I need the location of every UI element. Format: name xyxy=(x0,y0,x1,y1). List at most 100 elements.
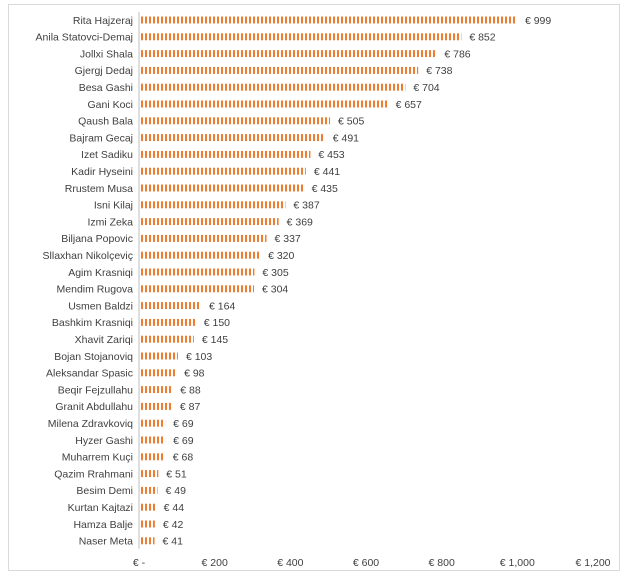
data-label: € 68 xyxy=(173,452,194,464)
category-label: Kurtan Kajtazi xyxy=(68,502,133,514)
category-labels: Rita Hajzeraj Anila Statovci-Demaj Jollxi … xyxy=(36,15,134,548)
data-label: € 999 xyxy=(525,15,551,27)
bar xyxy=(140,66,419,74)
bar xyxy=(140,386,173,394)
data-label: € 852 xyxy=(469,32,495,44)
data-label: € 337 xyxy=(274,233,300,245)
bar xyxy=(140,520,155,528)
x-tick-label: € 200 xyxy=(202,557,228,569)
category-label: Isni Kilaj xyxy=(94,200,133,212)
category-label: Anila Statovci-Demaj xyxy=(36,32,133,44)
bar xyxy=(140,369,177,377)
bar xyxy=(140,83,406,91)
data-label: € 42 xyxy=(163,519,184,531)
x-tick-label: € - xyxy=(133,557,146,569)
bar xyxy=(140,436,166,444)
bar xyxy=(140,167,306,175)
category-label: Izmi Zeka xyxy=(87,216,133,228)
bar xyxy=(140,134,325,142)
bar xyxy=(140,117,331,125)
bar xyxy=(140,218,279,226)
category-label: Beqir Fejzullahu xyxy=(58,384,133,396)
bar xyxy=(140,268,255,276)
bar xyxy=(140,234,267,242)
data-label: € 387 xyxy=(293,200,319,212)
category-label: Qazim Rrahmani xyxy=(54,468,133,480)
bar xyxy=(140,33,462,41)
category-label: Jollxi Shala xyxy=(80,48,133,60)
data-label: € 41 xyxy=(163,536,184,548)
x-tick-labels: € - € 200 € 400 € 600 € 800 € 1,000 € 1,200 xyxy=(133,557,611,569)
bar xyxy=(140,453,165,461)
data-label: € 103 xyxy=(186,351,212,363)
category-label: Rita Hajzeraj xyxy=(73,15,133,27)
x-tick-label: € 800 xyxy=(429,557,455,569)
category-label: Aleksandar Spasic xyxy=(46,368,133,380)
data-label: € 786 xyxy=(444,48,470,60)
category-label: Hyzer Gashi xyxy=(75,435,133,447)
data-label: € 49 xyxy=(166,485,187,497)
bar xyxy=(140,50,437,58)
bar xyxy=(140,470,159,478)
x-tick-label: € 400 xyxy=(277,557,303,569)
category-label: Xhavit Zariqi xyxy=(75,334,133,346)
data-label: € 88 xyxy=(180,384,201,396)
data-label: € 98 xyxy=(184,368,205,380)
category-label: Besa Gashi xyxy=(79,82,133,94)
bar xyxy=(140,251,261,259)
bar xyxy=(140,285,255,293)
data-label: € 505 xyxy=(338,116,364,128)
bars-group xyxy=(140,16,517,545)
data-label: € 164 xyxy=(209,300,235,312)
bar xyxy=(140,100,388,108)
bar xyxy=(140,184,304,192)
bar xyxy=(140,335,194,343)
category-label: Agim Krasniqi xyxy=(68,267,133,279)
category-label: Milena Zdravkoviq xyxy=(48,418,133,430)
category-label: Granit Abdullahu xyxy=(55,401,133,413)
bar xyxy=(140,150,311,158)
chart-frame: Rita Hajzeraj Anila Statovci-Demaj Jollxi … xyxy=(8,4,620,571)
data-label: € 150 xyxy=(204,317,230,329)
category-label: Naser Meta xyxy=(79,536,133,548)
category-label: Bojan Stojanoviq xyxy=(54,351,133,363)
data-label: € 51 xyxy=(166,468,187,480)
bar xyxy=(140,419,166,427)
bar xyxy=(140,318,196,326)
bar xyxy=(140,302,202,310)
category-label: Usmen Baldzi xyxy=(68,300,133,312)
bar xyxy=(140,201,286,209)
data-label: € 369 xyxy=(287,216,313,228)
data-label: € 87 xyxy=(180,401,201,413)
x-tick-label: € 600 xyxy=(353,557,379,569)
category-label: Gjergj Dedaj xyxy=(75,65,133,77)
data-label: € 304 xyxy=(262,284,288,296)
data-label: € 44 xyxy=(164,502,185,514)
category-label: Izet Sadiku xyxy=(81,149,133,161)
data-label: € 435 xyxy=(312,183,338,195)
category-label: Gani Koci xyxy=(87,99,133,111)
data-label: € 320 xyxy=(268,250,294,262)
data-label: € 738 xyxy=(426,65,452,77)
bar xyxy=(140,537,155,545)
data-label: € 441 xyxy=(314,166,340,178)
data-label: € 305 xyxy=(262,267,288,279)
data-label: € 453 xyxy=(318,149,344,161)
bar xyxy=(140,486,158,494)
category-label: Kadir Hyseini xyxy=(71,166,133,178)
bar-chart: Rita Hajzeraj Anila Statovci-Demaj Jollxi … xyxy=(36,12,611,569)
category-label: Sllaxhan Nikolçeviç xyxy=(43,250,133,262)
category-label: Bajram Gecaj xyxy=(69,132,133,144)
data-label: € 657 xyxy=(396,99,422,111)
data-label: € 704 xyxy=(413,82,439,94)
category-label: Besim Demi xyxy=(76,485,133,497)
category-label: Mendim Rugova xyxy=(57,284,134,296)
bar xyxy=(140,16,517,24)
bar xyxy=(140,352,178,360)
category-label: Biljana Popovic xyxy=(61,233,133,245)
bar xyxy=(140,503,156,511)
category-label: Qaush Bala xyxy=(78,116,133,128)
x-tick-label: € 1,000 xyxy=(500,557,535,569)
data-label: € 69 xyxy=(173,418,194,430)
data-label: € 69 xyxy=(173,435,194,447)
